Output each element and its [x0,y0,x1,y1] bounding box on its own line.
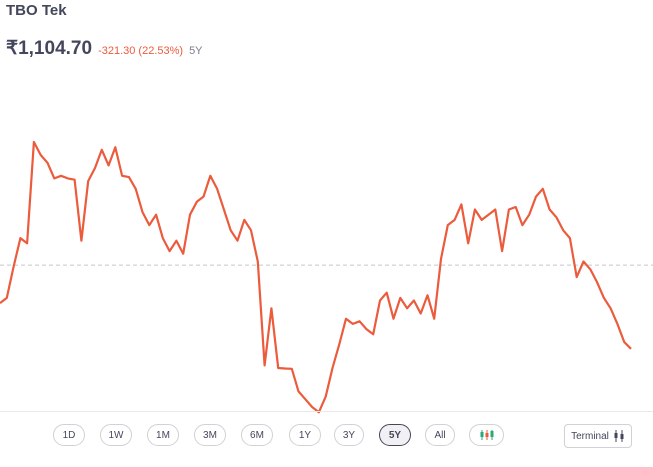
range-button-3y[interactable]: 3Y [334,424,364,446]
range-button-1w[interactable]: 1W [100,424,132,446]
current-price: ₹1,104.70 [6,38,93,59]
range-button-1m[interactable]: 1M [147,424,179,446]
price-change: -321.30 (22.53%) [98,45,184,57]
stock-name: TBO Tek [6,2,67,19]
range-button-1d[interactable]: 1D [53,424,85,446]
range-button-5y[interactable]: 5Y [379,424,411,446]
chart-type-button[interactable] [469,424,504,446]
chart-divider [0,411,653,412]
terminal-label: Terminal [571,430,609,442]
range-button-1y[interactable]: 1Y [289,424,321,446]
terminal-button[interactable]: Terminal [564,424,632,448]
price-row: ₹1,104.70 -321.30 (22.53%) 5Y [6,37,203,60]
price-series-line [0,140,632,414]
range-button-3m[interactable]: 3M [194,424,226,446]
candlestick-icon [614,430,624,442]
candlestick-chart-icon [480,430,493,440]
range-button-all[interactable]: All [425,424,455,446]
period-label: 5Y [189,45,203,57]
range-controls: Terminal 1D 1W 1M 3M 6M 1Y 3Y 5Y All [0,424,653,448]
range-button-6m[interactable]: 6M [241,424,273,446]
